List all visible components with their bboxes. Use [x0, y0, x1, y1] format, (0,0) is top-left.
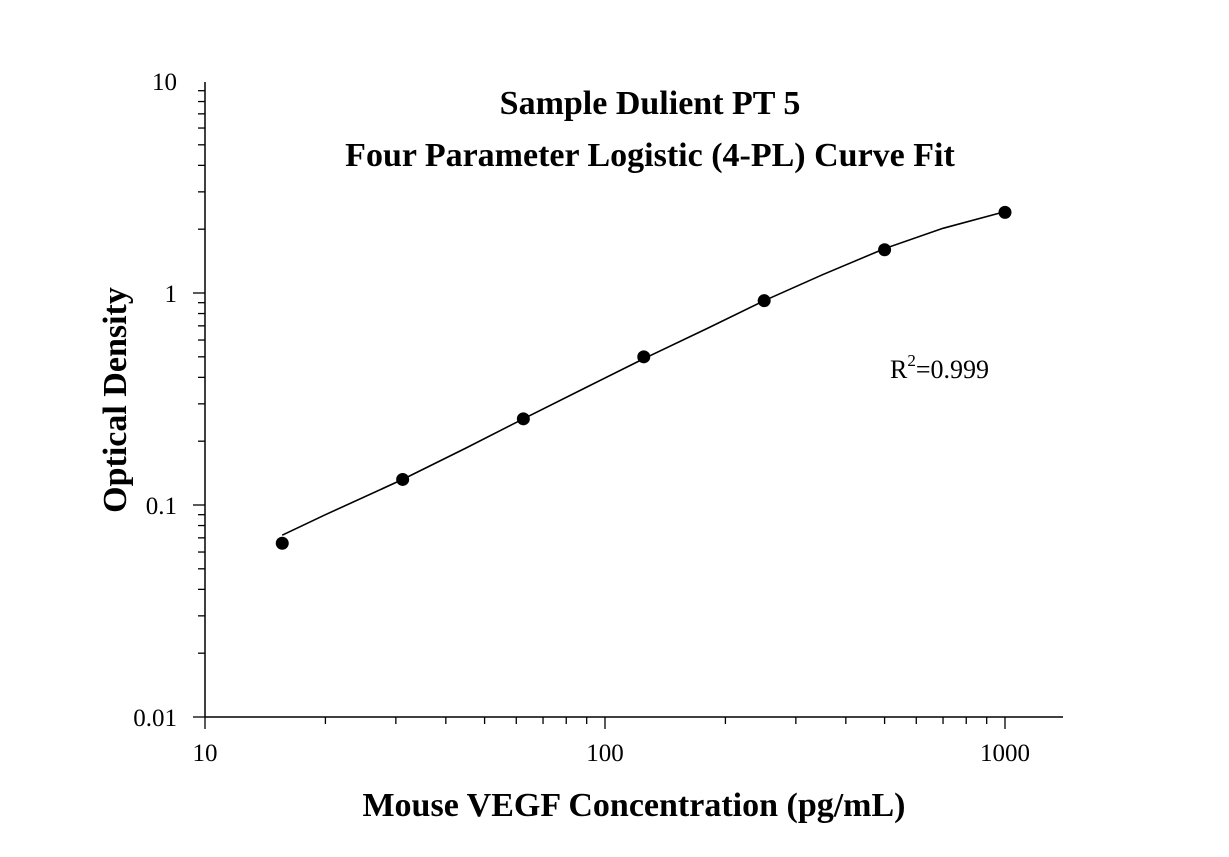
x-tick-label: 1000	[980, 740, 1030, 767]
y-tick-label: 10	[152, 69, 177, 96]
y-tick-label: 1	[165, 281, 178, 308]
ticks	[193, 90, 1006, 729]
y-axis-label: Optical Density	[97, 287, 134, 513]
data-point	[998, 205, 1012, 219]
r-squared-annotation: R2=0.999	[890, 351, 989, 384]
tick-labels: 10 100 1000 0.01 0.1 1 10	[133, 69, 1030, 767]
data-point	[878, 243, 892, 257]
chart-title-line2: Four Parameter Logistic (4-PL) Curve Fit	[345, 137, 955, 174]
r-squared-value: =0.999	[916, 355, 989, 384]
data-point	[637, 350, 651, 364]
data-point	[516, 412, 530, 426]
data-points	[275, 205, 1012, 550]
x-tick-label: 100	[586, 740, 624, 767]
y-tick-label: 0.1	[146, 493, 177, 520]
x-tick-label: 10	[193, 740, 218, 767]
r-squared-base: R	[890, 355, 908, 384]
data-point	[757, 294, 771, 308]
r-squared-superscript: 2	[907, 351, 916, 370]
y-tick-label: 0.01	[133, 705, 177, 732]
x-axis-label: Mouse VEGF Concentration (pg/mL)	[362, 787, 905, 824]
axes	[204, 82, 1063, 718]
chart-title-line1: Sample Dulient PT 5	[500, 85, 801, 122]
data-point	[275, 536, 289, 550]
data-point	[396, 472, 410, 486]
